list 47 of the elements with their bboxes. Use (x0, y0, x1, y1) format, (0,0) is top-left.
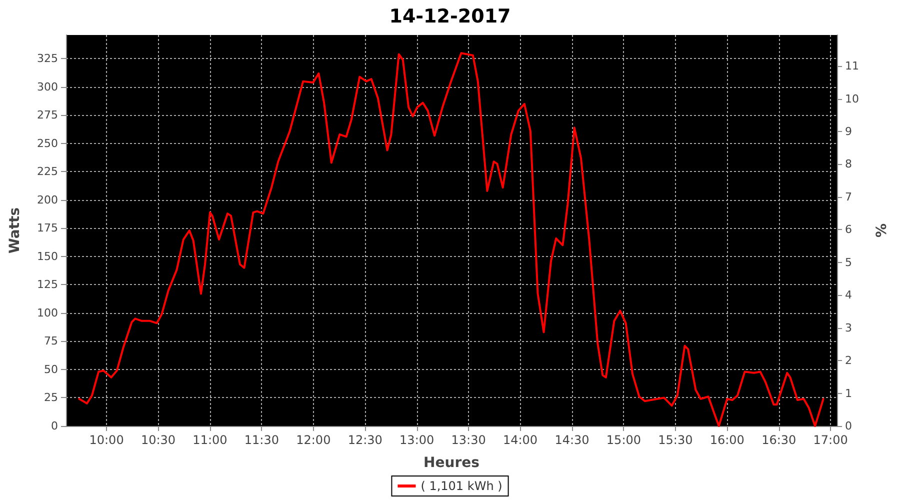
y-tick-label: 100 (37, 306, 58, 320)
y-tick-label: 50 (44, 362, 58, 376)
y2-tick-label: 3 (845, 321, 852, 334)
y2-tick-label: 6 (845, 223, 852, 236)
x-tick-label: 10:30 (140, 433, 176, 447)
y2-tick-label: 0 (845, 420, 852, 432)
x-tick-label: 14:30 (554, 433, 590, 447)
x-tick-label: 13:30 (451, 433, 486, 447)
y-tick-label: 225 (37, 165, 58, 178)
line-series (78, 52, 824, 427)
y2-axis-title: % (874, 223, 890, 238)
x-tick-label: 12:00 (296, 433, 331, 447)
y2-tick-label: 11 (845, 60, 859, 73)
y2-tick-label: 1 (845, 386, 852, 400)
y2-tick-label: 10 (845, 92, 859, 106)
y2-tick-label: 4 (845, 288, 852, 302)
x-tick-label: 10:00 (89, 433, 124, 447)
y-tick-label: 25 (44, 391, 58, 404)
x-tick-label: 12:30 (348, 433, 382, 447)
y-tick-label: 125 (37, 278, 58, 292)
y-tick-label: 325 (37, 52, 58, 66)
x-tick-label: 13:00 (400, 433, 434, 447)
y-tick-label: 175 (37, 222, 58, 235)
y-tick-label: 200 (37, 193, 58, 206)
y2-tick-label: 8 (845, 158, 852, 171)
chart-title: 14-12-2017 (389, 6, 511, 28)
x-tick-label: 14:00 (502, 433, 538, 447)
y-tick-label: 250 (37, 136, 58, 150)
x-tick-label: 15:30 (658, 433, 693, 447)
y2-tick-label: 5 (845, 256, 852, 269)
y2-tick-label: 9 (845, 125, 852, 138)
y-axis-title: Watts (7, 207, 23, 254)
y-tick-label: 300 (37, 80, 58, 94)
x-axis-title: Heures (424, 455, 480, 471)
y-tick-label: 0 (51, 420, 58, 432)
y-tick-label: 275 (37, 108, 58, 122)
x-tick-label: 11:30 (244, 433, 279, 447)
x-tick-label: 17:00 (813, 433, 848, 447)
x-tick-label: 16:00 (710, 433, 744, 447)
x-tick-label: 16:30 (762, 433, 796, 447)
y-tick-label: 75 (44, 334, 58, 348)
y2-tick-label: 7 (845, 190, 852, 204)
y2-tick-label: 2 (845, 354, 852, 368)
x-tick-label: 15:00 (606, 433, 642, 447)
y-tick-label: 150 (37, 250, 58, 263)
legend-label: ( 1,101 kWh ) (420, 479, 502, 493)
x-tick-label: 11:00 (192, 433, 228, 447)
